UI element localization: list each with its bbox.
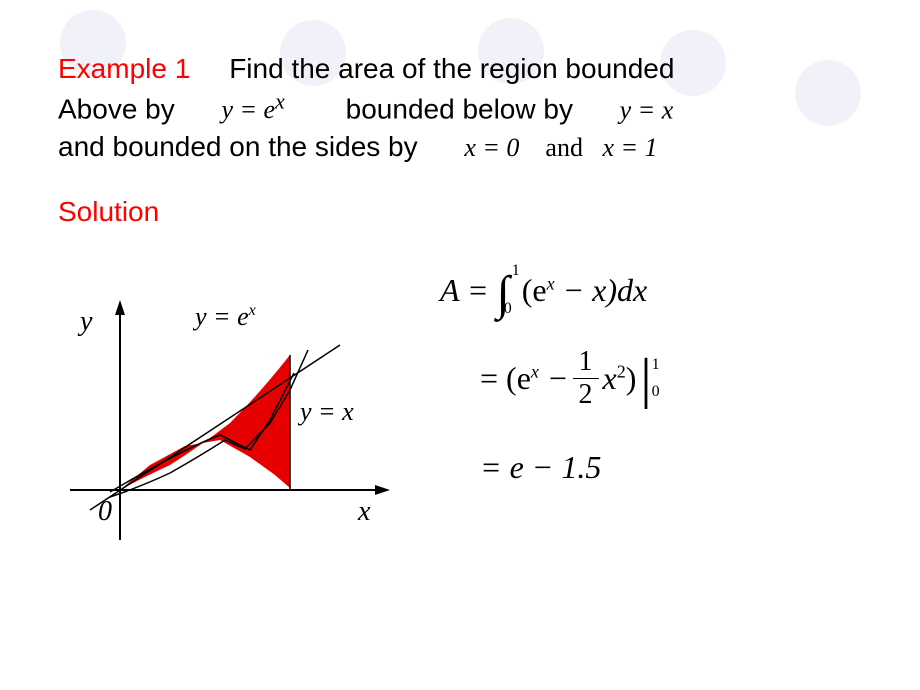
curve-line-label: y = x <box>297 397 354 426</box>
line-yx <box>90 345 340 510</box>
x-axis-arrow-icon <box>375 485 390 495</box>
y-axis-arrow-icon <box>115 300 125 315</box>
above-by-text: Above by <box>58 93 175 124</box>
eq-antiderivative: = (ex − 1 2 x2) | 1 0 <box>440 348 880 409</box>
eq2-fraction: 1 2 <box>573 348 599 409</box>
graph-svg: y x 0 y = ex y = x <box>40 290 400 570</box>
solution-heading: Solution <box>58 196 878 228</box>
shaded-region <box>120 355 290 490</box>
eq-side-left: x = 0 and x = 1 <box>464 133 657 162</box>
curve-exp-label: y = ex <box>192 302 256 331</box>
bounded-sides-text: and bounded on the sides by <box>58 131 418 162</box>
problem-line-1: Example 1 Find the area of the region bo… <box>58 50 878 88</box>
graph-figure: y x 0 y = ex y = x <box>40 290 400 570</box>
eq2-x2: x2) <box>603 360 637 397</box>
slide-content: Example 1 Find the area of the region bo… <box>58 50 878 228</box>
eq3-text: = e − 1.5 <box>480 449 601 486</box>
eq-integral: A = ∫ 1 0 (ex − x)dx <box>440 260 880 320</box>
x-axis-label: x <box>357 496 371 527</box>
eq1-lhs: A = <box>440 272 489 309</box>
y-axis-label: y <box>77 306 93 337</box>
solution-equations: A = ∫ 1 0 (ex − x)dx = (ex − 1 2 x2) | 1… <box>440 260 880 525</box>
problem-line-2: Above by y = ex bounded below by y = x <box>58 88 878 128</box>
origin-label: 0 <box>98 496 112 527</box>
problem-line-3: and bounded on the sides by x = 0 and x … <box>58 128 878 166</box>
eq-lower-curve: y = x <box>620 95 674 124</box>
integral-limits: 1 0 <box>510 272 518 307</box>
eq-upper-curve: y = ex <box>221 95 291 124</box>
problem-text-1: Find the area of the region bounded <box>229 53 674 84</box>
eq2-eval-bar: | 1 0 <box>640 351 659 407</box>
eq2-a: = (ex − <box>480 360 569 397</box>
eq1-body: (ex − x)dx <box>522 272 648 309</box>
example-label: Example 1 <box>58 53 190 84</box>
eq-result: = e − 1.5 <box>440 437 880 497</box>
bounded-below-text: bounded below by <box>346 93 573 124</box>
